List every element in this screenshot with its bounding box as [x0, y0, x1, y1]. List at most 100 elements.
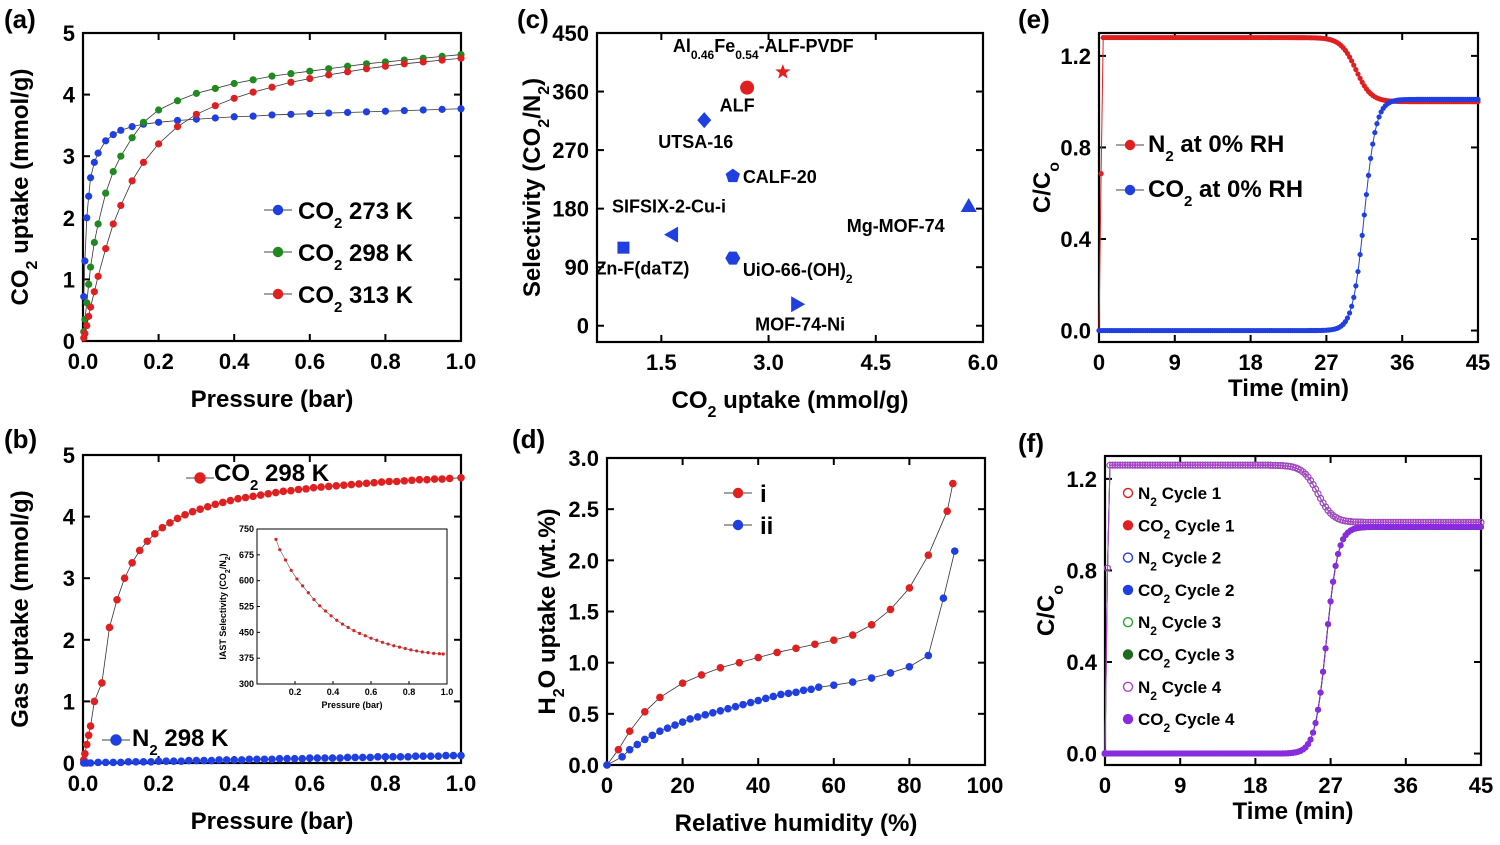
panel-f-series-7-point [1179, 461, 1187, 469]
panel-b-series-1-point [226, 496, 235, 505]
panel-d-series-1-point [625, 727, 634, 736]
panel-b-series-1-point [423, 475, 431, 484]
panel-e-ytick-label: 0.8 [1060, 135, 1091, 160]
panel-a-series-1-point [102, 137, 110, 145]
panel-b-series-2-point [117, 758, 125, 767]
panel-b-series-2-point [200, 756, 208, 765]
panel-a-series-3-point [249, 88, 257, 96]
panel-a-series-1-point [362, 108, 371, 116]
panel-e-legend-label: N2 at 0% RH [1148, 131, 1284, 165]
panel-b-series-2-point [449, 751, 458, 760]
panel-d: 0 20 40 60 80 100 0.0 0.5 1.0 1.5 2.0 2.5 3.0 (d) Rela… [512, 424, 1003, 837]
panel-f-series-7-point [1209, 461, 1217, 469]
panel-d-series-1-point [886, 605, 895, 614]
panel-b-series-2-point [419, 752, 428, 761]
panel-e-xtick-label: 45 [1466, 350, 1490, 375]
panel-d-ytick-label: 2.5 [568, 497, 599, 522]
panel-d-series-2-point [777, 690, 785, 699]
panel-d-series-1-point [656, 693, 664, 702]
panel-d-series-2-point [848, 678, 857, 686]
panel-b-inset-point [437, 652, 441, 656]
panel-b-series-1-point [166, 518, 174, 527]
panel-f-series-7-point [1251, 461, 1259, 469]
panel-f-series-7-point [1104, 564, 1111, 572]
panel-d-series-2-point [905, 662, 914, 671]
panel-b-series-2-point [426, 752, 435, 761]
panel-b-inset-point [415, 649, 419, 653]
panel-b-series-1-point [188, 507, 197, 516]
panel-b-series-1-point [317, 483, 325, 491]
panel-f-series-8-legend-marker [1122, 713, 1134, 725]
panel-b-inset-point [363, 634, 367, 638]
panel-e-series-2-point [1374, 121, 1380, 127]
panel-b-inset-point [441, 652, 445, 656]
panel-a-series-3-point [344, 68, 352, 76]
panel-a-series-1-point [80, 293, 88, 301]
panel-f-series-8-point [1322, 645, 1329, 652]
panel-d-series-1-point [641, 707, 649, 716]
panel-f-panel-label: (f) [1018, 428, 1044, 458]
panel-b-series-2-point [185, 756, 193, 765]
panel-d-series-2-point [807, 685, 815, 694]
panel-f-series-7-point [1226, 461, 1234, 469]
panel-a-series-3-point [230, 94, 238, 102]
panel-e-series-2-point [1361, 212, 1367, 218]
panel-b-series-1-point [84, 731, 93, 740]
panel-a-series-3-point [268, 83, 276, 91]
panel-b-series-1-point [332, 482, 341, 490]
panel-d-series-1-point [773, 648, 781, 657]
panel-a-series-3-legend-marker [272, 288, 284, 300]
panel-a-series-3-point [362, 65, 371, 73]
panel-f-series-7-point [1279, 462, 1287, 470]
panel-c-panel-label: (c) [517, 4, 549, 34]
panel-a-series-3-point [438, 56, 446, 64]
panel-f-series-7-point [1171, 461, 1179, 469]
panel-f-ytick-label: 0.4 [1066, 650, 1097, 675]
panel-e-series-2-point [1372, 129, 1378, 136]
panel-b-inset-xtick-label: 0.2 [289, 687, 302, 697]
panel-b-series-1-point [400, 477, 409, 485]
panel-a-series-3-point [155, 140, 163, 148]
panel-d-xtick-label: 60 [822, 773, 846, 798]
panel-d-series-2-point [939, 594, 948, 602]
panel-a-series-1-point [85, 192, 93, 200]
panel-d-series-2-point [656, 727, 664, 736]
panel-b-inset-point [335, 618, 339, 622]
panel-a-ytick-label: 4 [63, 83, 76, 108]
panel-c-ytick-label: 360 [552, 80, 589, 105]
panel-f-series-7-point [1284, 462, 1292, 470]
panel-a-series-1-point [155, 118, 163, 126]
panel-b-series-2-point [147, 757, 155, 766]
panel-a-series-3-point [94, 272, 102, 280]
panel-b-series-1-point [287, 486, 295, 495]
panel-f-series-7-point [1339, 516, 1347, 524]
panel-b-inset-point [403, 646, 407, 651]
panel-f-series-7-point [1184, 461, 1192, 469]
panel-a-xtick-label: 0.2 [143, 349, 174, 374]
panel-a-panel-label: (a) [4, 4, 36, 34]
panel-b-series-2-point [321, 754, 329, 762]
panel-b-series-2-point [124, 757, 133, 766]
panel-a-series-1-legend-marker [272, 204, 284, 216]
panel-b-series-1-point [294, 485, 303, 494]
panel-f-series-7-point [1189, 461, 1197, 469]
panel-f-series-7-point [1274, 461, 1282, 469]
panel-b-ytick-label: 3 [63, 566, 75, 591]
panel-b-series-1-point [173, 514, 182, 523]
panel-b-inset-xtick-label: 0.6 [365, 687, 378, 697]
panel-b-series-1-point [370, 478, 378, 487]
panel-b-series-1-point [362, 479, 371, 488]
panel-d-series-1-point [678, 679, 687, 687]
panel-e-series-1-legend-marker [1124, 139, 1136, 151]
panel-a-series-1-point [287, 110, 295, 118]
panel-a-series-3-point [139, 158, 148, 166]
panel-a-series-1-point [230, 113, 238, 121]
panel-d-series-2-point [830, 681, 838, 689]
panel-b-series-2-point [306, 754, 314, 762]
panel-a-xtick-label: 1.0 [446, 349, 477, 374]
panel-b-series-2-point [94, 758, 102, 767]
panel-a-series-2-point [192, 89, 200, 97]
panel-b-series-1-point [377, 478, 386, 486]
panel-d-series-1-point [697, 671, 706, 679]
panel-a-series-3-point [325, 71, 333, 79]
